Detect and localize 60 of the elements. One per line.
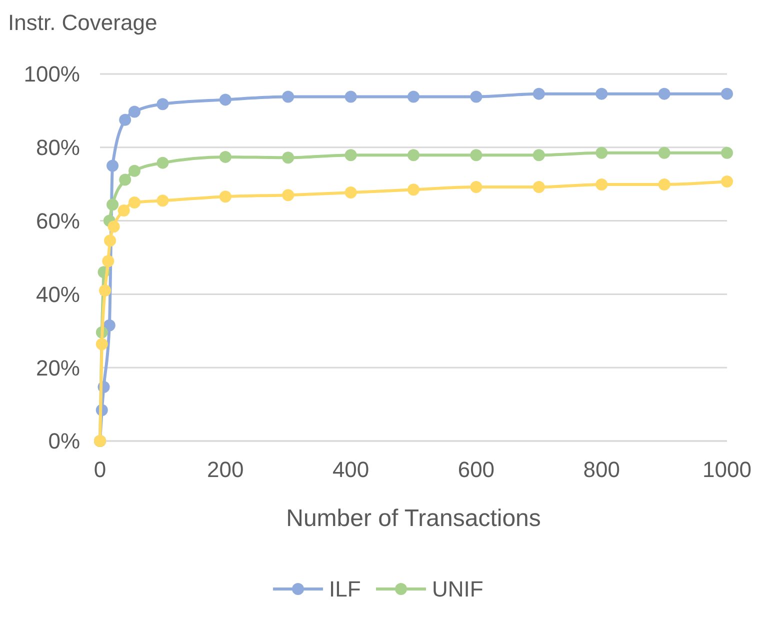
legend-label: ILF bbox=[329, 576, 361, 602]
y-tick-label: 20% bbox=[36, 355, 80, 380]
x-axis-title: Number of Transactions bbox=[286, 505, 541, 532]
point bbox=[470, 181, 482, 194]
point bbox=[658, 178, 670, 190]
point bbox=[118, 204, 130, 217]
point bbox=[658, 146, 670, 159]
point bbox=[156, 98, 169, 110]
point bbox=[219, 94, 232, 106]
point bbox=[408, 184, 420, 196]
point bbox=[532, 149, 545, 162]
x-tick-label: 200 bbox=[207, 457, 244, 482]
point bbox=[721, 88, 733, 100]
point bbox=[156, 156, 169, 169]
point bbox=[721, 146, 733, 159]
point bbox=[128, 106, 140, 118]
point bbox=[532, 181, 545, 194]
point bbox=[102, 255, 114, 268]
y-tick-label: 100% bbox=[24, 62, 80, 87]
point bbox=[344, 186, 357, 199]
point bbox=[344, 90, 357, 103]
point bbox=[106, 198, 119, 211]
point bbox=[282, 152, 294, 164]
point bbox=[103, 319, 116, 332]
point bbox=[128, 196, 140, 208]
point bbox=[596, 146, 608, 159]
point bbox=[344, 149, 357, 162]
y-tick-label: 80% bbox=[36, 135, 80, 160]
point bbox=[532, 88, 545, 100]
point bbox=[219, 150, 232, 163]
x-tick-label: 400 bbox=[332, 457, 370, 482]
y-tick-label: 0% bbox=[48, 428, 80, 454]
x-tick-label: 0 bbox=[94, 457, 106, 482]
y-tick-label: 40% bbox=[36, 282, 80, 307]
point bbox=[96, 338, 108, 350]
point bbox=[658, 88, 670, 100]
y-tick-label: 60% bbox=[36, 208, 80, 234]
x-tick-label: 600 bbox=[458, 457, 495, 482]
point bbox=[108, 220, 120, 233]
x-tick-label: 800 bbox=[583, 457, 620, 482]
point bbox=[119, 174, 132, 186]
point bbox=[128, 164, 140, 177]
point bbox=[470, 149, 482, 162]
x-tick-label: 1000 bbox=[702, 457, 752, 482]
point bbox=[119, 114, 132, 126]
point bbox=[282, 90, 294, 103]
y-axis-title: Instr. Coverage bbox=[8, 10, 158, 35]
point bbox=[408, 149, 420, 162]
point bbox=[282, 189, 294, 202]
point bbox=[219, 190, 232, 203]
point bbox=[470, 90, 482, 103]
point bbox=[99, 284, 112, 297]
legend-label: UNIF bbox=[432, 576, 484, 602]
point bbox=[408, 90, 420, 103]
point bbox=[106, 160, 119, 172]
point bbox=[721, 176, 733, 188]
point bbox=[596, 178, 608, 190]
point bbox=[104, 234, 116, 247]
point bbox=[156, 194, 169, 207]
point bbox=[596, 88, 608, 100]
